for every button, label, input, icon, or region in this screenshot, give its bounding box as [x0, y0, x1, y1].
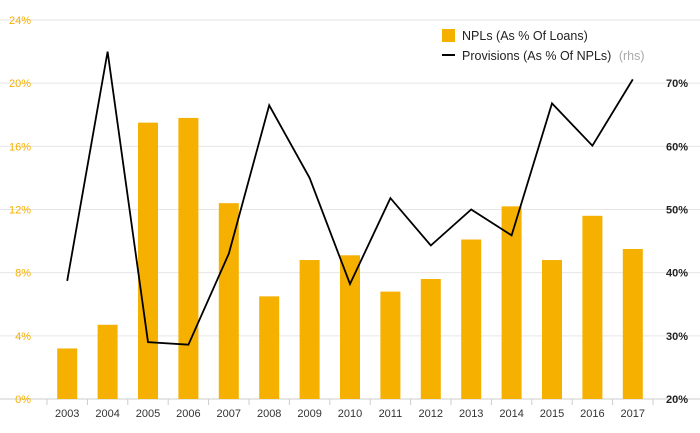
y-right-tick-label: 60% — [666, 141, 688, 153]
x-tick-label: 2008 — [257, 408, 281, 420]
x-tick-label: 2016 — [580, 408, 604, 420]
x-tick-label: 2014 — [499, 408, 523, 420]
provisions-line — [66, 51, 634, 346]
x-tick-label: 2003 — [55, 408, 79, 420]
bar — [340, 255, 360, 399]
y-left-tick-label: 4% — [15, 331, 31, 343]
x-tick-label: 2010 — [338, 408, 362, 420]
bar — [138, 122, 158, 399]
legend-line-suffix: (rhs) — [619, 49, 645, 63]
y-left-tick-label: 16% — [9, 141, 31, 153]
bar — [259, 296, 280, 399]
bar — [582, 215, 603, 399]
legend: NPLs (As % Of Loans) Provisions (As % Of… — [442, 29, 645, 63]
y-right-tick-label: 30% — [666, 331, 688, 343]
right-axis: 20% 30% 40% 50% 60% 70% — [666, 78, 688, 406]
line-series — [66, 51, 634, 346]
legend-bar-swatch — [442, 29, 455, 42]
bar — [97, 324, 118, 399]
y-left-tick-label: 12% — [9, 205, 31, 217]
legend-line-name: Provisions (As % Of NPLs) — [462, 49, 611, 63]
y-left-tick-label: 20% — [9, 78, 31, 90]
x-tick-label: 2017 — [621, 408, 645, 420]
bar — [622, 248, 643, 399]
x-tick-label: 2004 — [95, 408, 119, 420]
x-tick-label: 2011 — [379, 408, 403, 420]
y-left-tick-label: 0% — [15, 394, 31, 406]
y-right-tick-label: 40% — [666, 268, 688, 280]
x-tick-label: 2005 — [136, 408, 160, 420]
bar — [299, 260, 320, 399]
bar-series — [57, 117, 643, 400]
bar — [420, 278, 441, 399]
x-tick-label: 2009 — [297, 408, 321, 420]
bar — [218, 203, 239, 399]
x-axis: 2003 2004 2005 2006 2007 2008 2009 2010 2011 2012… — [55, 408, 645, 420]
bar — [57, 348, 78, 399]
y-left-tick-label: 8% — [15, 268, 31, 280]
y-left-tick-label: 24% — [9, 15, 31, 27]
x-tick-label: 2015 — [540, 408, 564, 420]
legend-line-label: Provisions (As % Of NPLs) (rhs) — [462, 49, 645, 63]
legend-bar-label: NPLs (As % Of Loans) — [462, 29, 588, 43]
left-axis: 0% 4% 8% 12% 16% 20% 24% — [9, 15, 31, 406]
x-tick-label: 2007 — [217, 408, 241, 420]
bar — [542, 260, 562, 399]
x-tick-label: 2012 — [419, 408, 443, 420]
x-tick-label: 2013 — [459, 408, 483, 420]
x-tick-label: 2006 — [176, 408, 200, 420]
bar — [501, 206, 522, 399]
bar — [178, 117, 199, 400]
y-right-tick-label: 50% — [666, 205, 688, 217]
y-right-tick-label: 70% — [666, 78, 688, 90]
bar — [461, 239, 482, 399]
y-right-tick-label: 20% — [666, 394, 688, 406]
bar — [380, 291, 401, 399]
